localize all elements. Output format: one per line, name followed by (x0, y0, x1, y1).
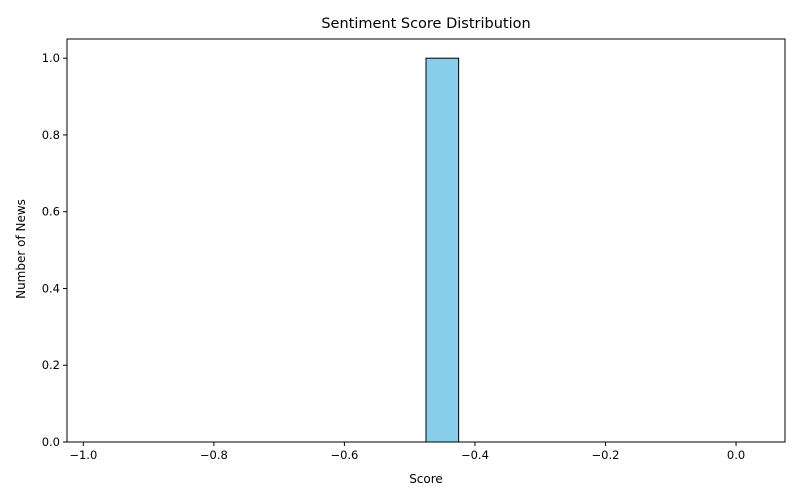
x-axis-label: Score (409, 472, 443, 486)
y-tick-label: 0.4 (42, 281, 60, 295)
y-axis-ticks: 0.0 0.2 0.4 0.6 0.8 1.0 (42, 51, 67, 449)
x-tick-label: −0.2 (592, 448, 620, 462)
x-tick-label: −0.6 (330, 448, 358, 462)
x-tick-label: 0.0 (727, 448, 745, 462)
y-axis-label: Number of News (14, 199, 28, 299)
y-tick-label: 0.8 (42, 128, 60, 142)
x-tick-label: −0.4 (461, 448, 489, 462)
x-tick-label: −1.0 (69, 448, 97, 462)
x-tick-label: −0.8 (200, 448, 228, 462)
y-tick-label: 1.0 (42, 51, 60, 65)
bars-layer (425, 57, 460, 443)
y-tick-label: 0.6 (42, 205, 60, 219)
x-axis-ticks: −1.0 −0.8 −0.6 −0.4 −0.2 0.0 (69, 442, 745, 462)
y-tick-label: 0.0 (42, 435, 60, 449)
chart-title: Sentiment Score Distribution (321, 16, 530, 32)
histogram-bar (425, 57, 460, 443)
y-tick-label: 0.2 (42, 358, 60, 372)
plot-frame (66, 38, 786, 443)
